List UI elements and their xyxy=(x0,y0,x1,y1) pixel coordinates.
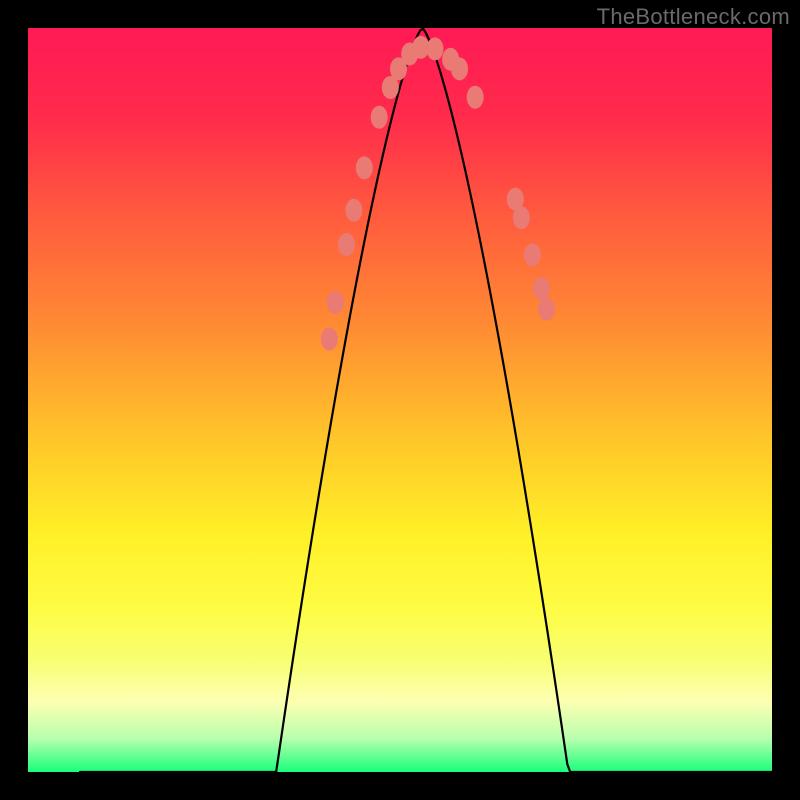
curve-marker xyxy=(451,57,468,80)
frame: TheBottleneck.com xyxy=(0,0,800,800)
curve-marker xyxy=(371,106,388,129)
curve-marker xyxy=(524,243,541,266)
curve-marker xyxy=(356,156,373,179)
watermark-text: TheBottleneck.com xyxy=(597,4,790,30)
curve-marker xyxy=(513,206,530,229)
plot-area xyxy=(28,28,772,772)
curve-marker xyxy=(345,199,362,222)
curve-marker xyxy=(533,277,550,300)
curve-markers xyxy=(28,28,772,772)
curve-marker xyxy=(327,291,344,314)
curve-marker xyxy=(538,298,555,321)
curve-marker xyxy=(338,233,355,256)
curve-marker xyxy=(426,37,443,60)
curve-marker xyxy=(321,327,338,350)
curve-marker xyxy=(467,86,484,109)
